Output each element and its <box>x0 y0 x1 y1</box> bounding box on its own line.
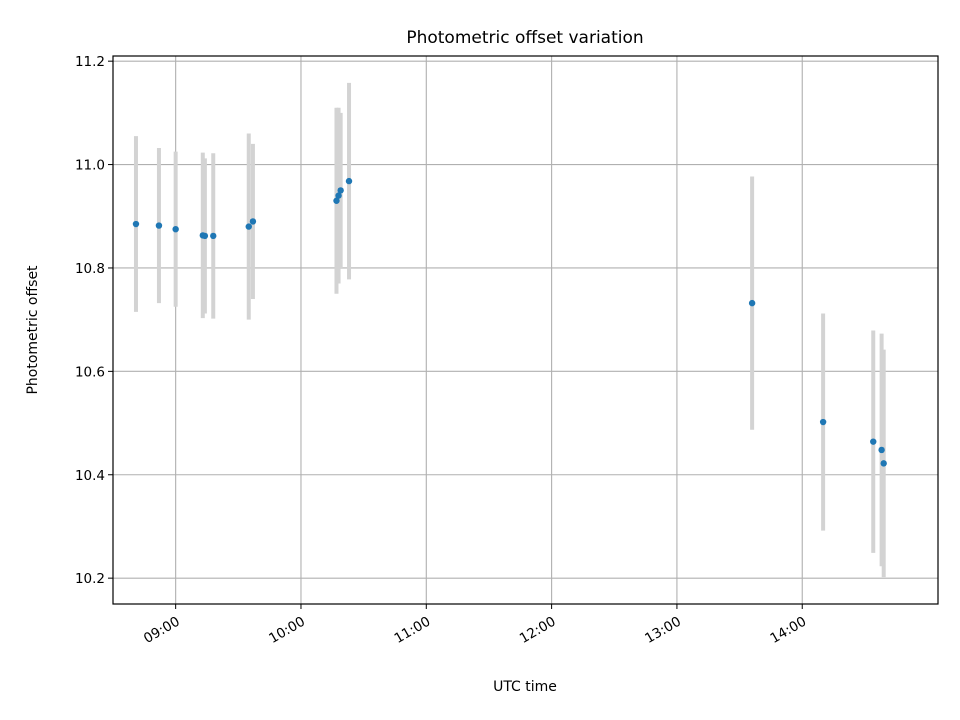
y-axis-ticks: 10.2 10.4 10.6 10.8 11.0 11.2 <box>75 54 113 587</box>
data-point <box>880 460 887 467</box>
x-axis-label: UTC time <box>493 679 557 695</box>
data-point <box>155 222 163 229</box>
data-point <box>870 438 877 445</box>
data-points <box>132 177 887 467</box>
data-point <box>132 220 140 228</box>
data-point <box>210 232 217 240</box>
chart-title: Photometric offset variation <box>406 28 643 48</box>
y-tick-label: 10.6 <box>75 364 105 380</box>
y-tick-label: 11.0 <box>75 158 105 174</box>
y-axis-label: Photometric offset <box>25 265 41 395</box>
data-point <box>172 225 179 233</box>
data-point <box>748 299 756 307</box>
y-tick-label: 10.2 <box>75 571 105 587</box>
data-point <box>878 446 885 454</box>
data-point <box>333 197 340 204</box>
data-point <box>335 192 342 199</box>
data-point <box>245 223 252 230</box>
y-tick-label: 10.4 <box>75 468 105 484</box>
data-point <box>345 177 353 185</box>
y-tick-label: 10.8 <box>75 261 105 277</box>
data-point <box>819 418 827 426</box>
data-point <box>337 187 344 194</box>
data-point <box>249 218 257 225</box>
data-point <box>201 232 209 240</box>
y-tick-label: 11.2 <box>75 54 105 70</box>
plot-frame <box>112 55 939 605</box>
